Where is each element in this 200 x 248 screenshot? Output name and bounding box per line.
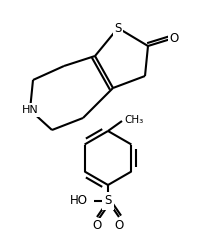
Text: O: O — [114, 219, 124, 232]
Text: CH₃: CH₃ — [124, 115, 143, 125]
Text: S: S — [104, 194, 112, 208]
Text: HN: HN — [22, 105, 38, 115]
Text: HO: HO — [70, 194, 88, 208]
Text: O: O — [169, 31, 179, 44]
Text: O: O — [92, 219, 102, 232]
Text: S: S — [114, 22, 122, 34]
